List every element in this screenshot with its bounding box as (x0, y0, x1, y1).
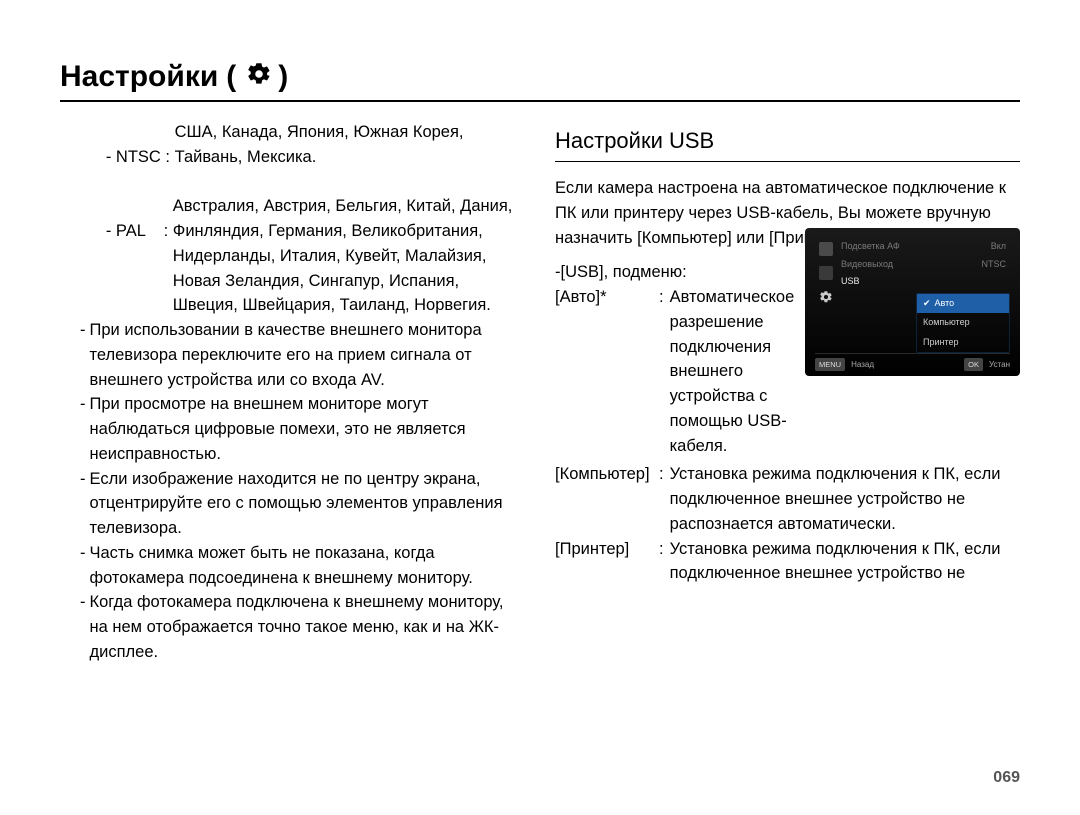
cam-footer: MENU Назад OK Устан (815, 353, 1010, 371)
usb-print-val: Установка режима подключения к ПК, если … (670, 537, 1020, 587)
left-b4: Часть снимка может быть не показана, ког… (90, 541, 526, 591)
camera-menu-preview: Подсветка АФ Вкл Видеовыход NTSC USB (805, 228, 1020, 376)
cam-row2-l: Видеовыход (841, 258, 893, 272)
cam-gear-icon (819, 290, 833, 306)
dash: - (60, 541, 90, 591)
cam-opt-printer[interactable]: Принтер (917, 333, 1009, 353)
cam-usb-options: ✔ Авто Компьютер Принтер (916, 293, 1010, 354)
dash: - (60, 318, 90, 392)
usb-computer-row: [Компьютер] : Установка режима подключен… (555, 462, 1020, 536)
cam-sidebar-icons (815, 238, 837, 353)
left-column: - NTSC : США, Канада, Япония, Южная Коре… (60, 120, 525, 665)
usb-comp-val: Установка режима подключения к ПК, если … (670, 462, 1020, 536)
cam-icon-1 (819, 242, 833, 256)
cam-row-video: Видеовыход NTSC (837, 256, 1010, 274)
usb-comp-key: [Компьютер] (555, 462, 659, 536)
gear-icon (246, 61, 272, 94)
usb-auto-key: [Авто]* (555, 285, 659, 458)
pal-sep: : (145, 222, 173, 240)
ntsc-row: - NTSC : США, Канада, Япония, Южная Коре… (60, 120, 525, 194)
right-column: Настройки USB Если камера настроена на а… (555, 120, 1020, 665)
cam-footer-back: Назад (851, 359, 874, 371)
cam-row1-r: Вкл (991, 240, 1006, 254)
pal-label: - PAL (106, 222, 145, 240)
pal-text: Австралия, Австрия, Бельгия, Китай, Дани… (173, 194, 525, 318)
left-b5: Когда фотокамера подключена к внешнему м… (90, 590, 526, 664)
cam-opt-computer[interactable]: Компьютер (917, 313, 1009, 333)
usb-auto-row: [Авто]* : Автоматическое разрешение подк… (555, 285, 790, 458)
dash: - (60, 467, 90, 541)
ntsc-text: США, Канада, Япония, Южная Корея, Тайван… (175, 120, 525, 194)
pal-row: - PAL : Австралия, Австрия, Бельгия, Кит… (60, 194, 525, 318)
usb-print-key: [Принтер] (555, 537, 659, 587)
left-b1: При использовании в качестве внешнего мо… (90, 318, 526, 392)
check-icon: ✔ (923, 297, 931, 311)
cam-row-af: Подсветка АФ Вкл (837, 238, 1010, 256)
cam-row3-l: USB (841, 275, 860, 289)
cam-ok-tag: OK (964, 358, 983, 371)
colon: : (659, 285, 670, 458)
colon: : (659, 537, 670, 587)
cam-menu-tag: MENU (815, 358, 845, 371)
cam-opt-auto[interactable]: ✔ Авто (917, 294, 1009, 314)
left-b2: При просмотре на внешнем мониторе могут … (90, 392, 526, 466)
ntsc-sep: : (161, 148, 175, 166)
usb-subheading: Настройки USB (555, 124, 1020, 162)
cam-footer-set: Устан (989, 359, 1010, 371)
cam-row-usb: USB (837, 273, 1010, 291)
page-title-row: Настройки ( ) (60, 60, 1020, 102)
dash: - (60, 392, 90, 466)
cam-row1-l: Подсветка АФ (841, 240, 900, 254)
cam-icon-2 (819, 266, 833, 280)
page-number: 069 (993, 769, 1020, 787)
title-paren-close: ) (278, 60, 288, 94)
dash: - (60, 590, 90, 664)
colon: : (659, 462, 670, 536)
ntsc-label: - NTSC (106, 148, 161, 166)
left-b3: Если изображение находится не по центру … (90, 467, 526, 541)
page-title: Настройки (60, 60, 218, 94)
cam-opt-auto-label: Авто (935, 297, 955, 311)
title-paren-open: ( (226, 60, 236, 94)
cam-row2-r: NTSC (982, 258, 1007, 272)
usb-printer-row: [Принтер] : Установка режима подключения… (555, 537, 1020, 587)
usb-auto-val: Автоматическое разрешение подключения вн… (670, 285, 795, 458)
